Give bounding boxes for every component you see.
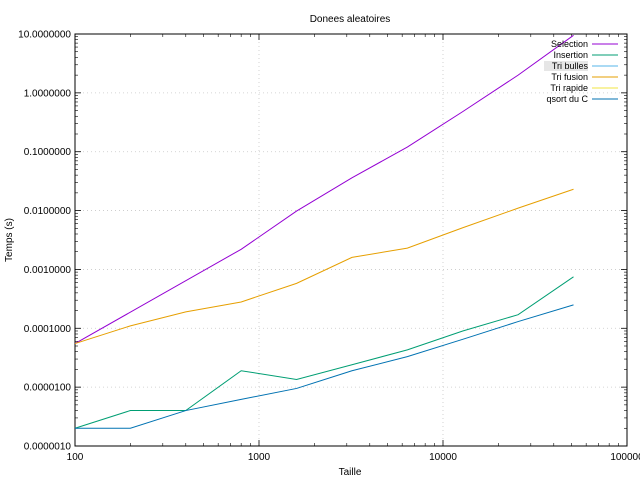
- legend-label-insertion: Insertion: [553, 50, 588, 60]
- legend-label-tri-bulles: Tri bulles: [552, 61, 589, 71]
- axes: 100 1000 10000 100000 0.0000010 0.0000100 0.00…: [18, 30, 640, 464]
- x-tick-label: 100: [67, 452, 84, 463]
- legend-label-tri-fusion: Tri fusion: [551, 72, 588, 82]
- y-tick-label: 0.1000000: [24, 147, 72, 158]
- y-tick-label: 1.0000000: [24, 88, 72, 99]
- legend-label-tri-rapide: Tri rapide: [550, 83, 588, 93]
- y-tick-label: 0.0010000: [24, 265, 72, 276]
- series-line-selection: [74, 34, 574, 345]
- y-tick-label: 0.0001000: [24, 324, 72, 335]
- y-tick-label: 10.0000000: [18, 30, 71, 41]
- x-tick-label: 100000: [610, 452, 640, 463]
- legend-label-qsort-du-c: qsort du C: [546, 94, 588, 104]
- x-axis-label: Taille: [339, 467, 362, 478]
- y-axis-label: Temps (s): [4, 218, 15, 262]
- series-layer: [74, 34, 574, 429]
- x-tick-label: 10000: [429, 452, 457, 463]
- y-tick-label: 0.0000010: [24, 442, 72, 453]
- series-line-tri-fusion: [74, 188, 574, 345]
- y-tick-label: 0.0000100: [24, 383, 72, 394]
- legend-label-highlight: [544, 61, 588, 71]
- grid: [75, 34, 627, 446]
- chart-title: Donees aleatoires: [310, 14, 391, 25]
- x-tick-label: 1000: [248, 452, 271, 463]
- series-line-qsort-du-c: [75, 304, 574, 429]
- y-tick-label: 0.0100000: [24, 206, 72, 217]
- legend-label-selection: Selection: [551, 39, 588, 49]
- plot-border: [74, 33, 628, 447]
- series-line-insertion: [74, 276, 574, 429]
